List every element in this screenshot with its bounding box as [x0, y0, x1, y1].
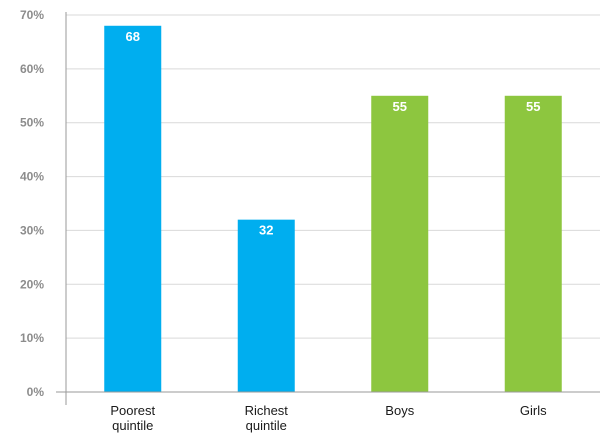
x-category-label: Boys: [385, 403, 414, 418]
y-tick-label: 20%: [20, 277, 44, 291]
y-tick-label: 30%: [20, 223, 44, 237]
y-tick-label: 10%: [20, 331, 44, 345]
x-category-label: Poorest quintile: [110, 403, 155, 433]
bar-value-label: 55: [526, 99, 540, 114]
bar: [371, 96, 428, 392]
bar: [238, 220, 295, 392]
y-tick-label: 60%: [20, 62, 44, 76]
y-tick-label: 50%: [20, 116, 44, 130]
bar-value-label: 32: [259, 223, 273, 238]
y-tick-label: 70%: [20, 8, 44, 22]
bars: [104, 26, 562, 392]
bar-value-label: 68: [126, 29, 140, 44]
bar: [505, 96, 562, 392]
data-labels: 68 32 55 55: [126, 29, 541, 238]
y-tick-label: 40%: [20, 170, 44, 184]
bar: [104, 26, 161, 392]
x-category-label: Richest quintile: [245, 403, 289, 433]
bar-value-label: 55: [393, 99, 407, 114]
x-category-label: Girls: [520, 403, 547, 418]
x-axis-category-labels: Poorest quintile Richest quintile Boys Girls: [110, 403, 547, 433]
y-axis-tick-labels: 0% 10% 20% 30% 40% 50% 60% 70%: [20, 8, 44, 399]
y-tick-label: 0%: [27, 385, 45, 399]
